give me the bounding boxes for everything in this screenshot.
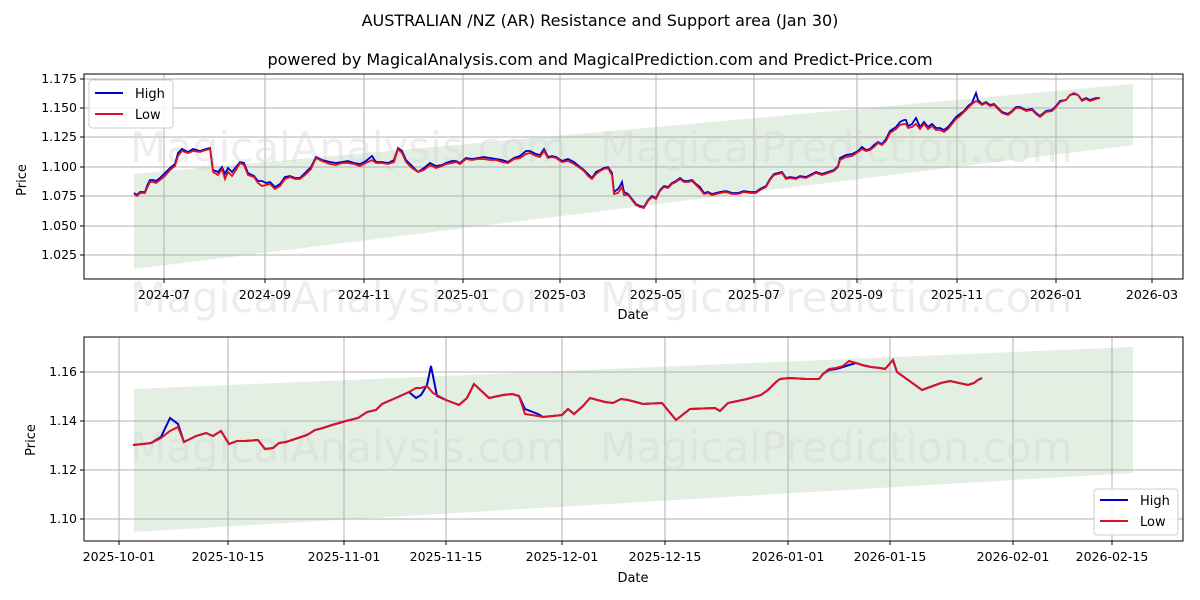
top-ytick: 1.100 (41, 159, 77, 174)
bottom-y-axis-label: Price (24, 424, 39, 456)
top-xtick: 2026-03 (1126, 287, 1178, 302)
bottom-x-axis-label: Date (617, 571, 648, 586)
bottom-xtick: 2025-10-15 (192, 549, 265, 564)
top-xtick: 2024-07 (138, 287, 190, 302)
bottom-low-line (132, 358, 983, 451)
top-chart: MagicalAnalysis.com MagicalPrediction.co… (15, 71, 1184, 323)
bottom-axes-frame (83, 336, 1184, 542)
top-x-axis-label: Date (617, 308, 648, 323)
bottom-x-axis: 2025-10-01 2025-10-15 2025-11-01 2025-11… (83, 541, 1149, 586)
bottom-xtick: 2025-11-01 (308, 549, 381, 564)
legend-low-label: Low (135, 108, 161, 123)
bottom-y-axis: 1.16 1.14 1.12 1.10 Price (24, 364, 84, 526)
bottom-xtick: 2026-01-15 (854, 549, 927, 564)
bottom-support-resistance-band (134, 347, 1133, 532)
bottom-ytick: 1.16 (49, 364, 77, 379)
legend-high-label: High (135, 87, 165, 102)
watermark-magicalprediction: MagicalPrediction.com (600, 123, 1073, 172)
bottom-ytick: 1.10 (49, 511, 77, 526)
watermark-magicalanalysis-2: MagicalAnalysis.com (130, 273, 567, 322)
top-xtick: 2025-03 (534, 287, 586, 302)
top-y-axis-label: Price (15, 164, 30, 196)
top-xtick: 2024-09 (239, 287, 291, 302)
top-ytick: 1.175 (41, 71, 77, 86)
bottom-xtick: 2026-02-15 (1076, 549, 1149, 564)
top-ytick: 1.075 (41, 188, 77, 203)
top-axes-frame (83, 73, 1184, 280)
top-low-line (133, 91, 1101, 210)
top-legend: High Low (88, 79, 174, 129)
legend-high-label: High (1140, 494, 1170, 509)
bottom-xtick: 2026-02-01 (977, 549, 1050, 564)
chart-subtitle: powered by MagicalAnalysis.com and Magic… (267, 50, 933, 69)
top-xtick: 2025-09 (831, 287, 883, 302)
bottom-xtick: 2025-10-01 (83, 549, 156, 564)
bottom-xtick: 2026-01-01 (752, 549, 825, 564)
bottom-ytick: 1.12 (49, 462, 77, 477)
bottom-grid (84, 337, 1183, 541)
top-xtick: 2026-01 (1030, 287, 1082, 302)
top-xtick: 2025-01 (437, 287, 489, 302)
bottom-ytick: 1.14 (49, 413, 77, 428)
top-x-axis: 2024-07 2024-09 2024-11 2025-01 2025-03 … (138, 279, 1178, 323)
watermark-magicalprediction-2: MagicalPrediction.com (600, 273, 1073, 322)
top-ytick: 1.050 (41, 218, 77, 233)
bottom-legend: High Low (1093, 488, 1179, 536)
top-xtick: 2024-11 (338, 287, 390, 302)
bottom-xtick: 2025-12-15 (629, 549, 702, 564)
top-xtick: 2025-07 (728, 287, 780, 302)
top-xtick: 2025-11 (931, 287, 983, 302)
watermark-magicalprediction-3: MagicalPrediction.com (600, 423, 1073, 472)
watermark-magicalanalysis: MagicalAnalysis.com (130, 123, 567, 172)
chart-title: AUSTRALIAN /NZ (AR) Resistance and Suppo… (361, 11, 839, 30)
top-xtick: 2025-05 (630, 287, 682, 302)
top-ytick: 1.125 (41, 129, 77, 144)
top-support-resistance-band (134, 84, 1133, 269)
watermark-magicalanalysis-3: MagicalAnalysis.com (130, 423, 567, 472)
top-y-axis: 1.175 1.150 1.125 1.100 1.075 1.050 1.02… (15, 71, 84, 262)
top-ytick: 1.150 (41, 100, 77, 115)
legend-low-label: Low (1140, 515, 1166, 530)
bottom-xtick: 2025-11-15 (410, 549, 483, 564)
top-ytick: 1.025 (41, 247, 77, 262)
bottom-chart: MagicalAnalysis.com MagicalPrediction.co… (24, 336, 1184, 586)
bottom-xtick: 2025-12-01 (526, 549, 599, 564)
